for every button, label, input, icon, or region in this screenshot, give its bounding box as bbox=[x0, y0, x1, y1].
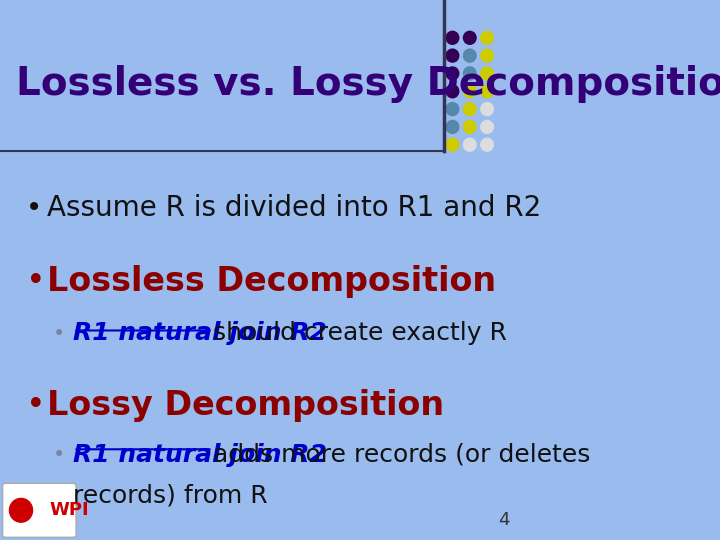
Circle shape bbox=[446, 120, 459, 133]
Circle shape bbox=[446, 31, 459, 44]
Circle shape bbox=[464, 103, 476, 116]
Circle shape bbox=[481, 49, 493, 62]
Circle shape bbox=[481, 67, 493, 80]
Circle shape bbox=[446, 67, 459, 80]
Text: •: • bbox=[26, 389, 46, 422]
Text: •: • bbox=[26, 265, 46, 298]
Text: •: • bbox=[26, 194, 42, 222]
Circle shape bbox=[464, 67, 476, 80]
Circle shape bbox=[481, 103, 493, 116]
Circle shape bbox=[464, 31, 476, 44]
Text: 4: 4 bbox=[498, 511, 509, 529]
Circle shape bbox=[446, 103, 459, 116]
Circle shape bbox=[481, 120, 493, 133]
Circle shape bbox=[464, 120, 476, 133]
Text: R1 natural join R2: R1 natural join R2 bbox=[73, 321, 336, 345]
Circle shape bbox=[481, 31, 493, 44]
Text: •: • bbox=[53, 324, 65, 344]
Text: R1 natural join R2: R1 natural join R2 bbox=[73, 443, 336, 467]
FancyBboxPatch shape bbox=[3, 483, 76, 537]
Text: adds more records (or deletes: adds more records (or deletes bbox=[212, 443, 590, 467]
Circle shape bbox=[464, 138, 476, 151]
Circle shape bbox=[446, 49, 459, 62]
Circle shape bbox=[464, 85, 476, 98]
Circle shape bbox=[481, 85, 493, 98]
Text: WPI: WPI bbox=[50, 501, 89, 519]
Circle shape bbox=[481, 138, 493, 151]
Text: Lossless Decomposition: Lossless Decomposition bbox=[48, 265, 496, 298]
Text: •: • bbox=[53, 446, 65, 465]
Text: Lossy Decomposition: Lossy Decomposition bbox=[48, 389, 444, 422]
Circle shape bbox=[9, 498, 32, 522]
Text: should create exactly R: should create exactly R bbox=[212, 321, 506, 345]
Circle shape bbox=[446, 85, 459, 98]
Text: Lossless vs. Lossy Decomposition: Lossless vs. Lossy Decomposition bbox=[16, 65, 720, 103]
Circle shape bbox=[446, 138, 459, 151]
Circle shape bbox=[464, 49, 476, 62]
Text: records) from R: records) from R bbox=[73, 483, 268, 507]
Text: Assume R is divided into R1 and R2: Assume R is divided into R1 and R2 bbox=[48, 194, 541, 222]
